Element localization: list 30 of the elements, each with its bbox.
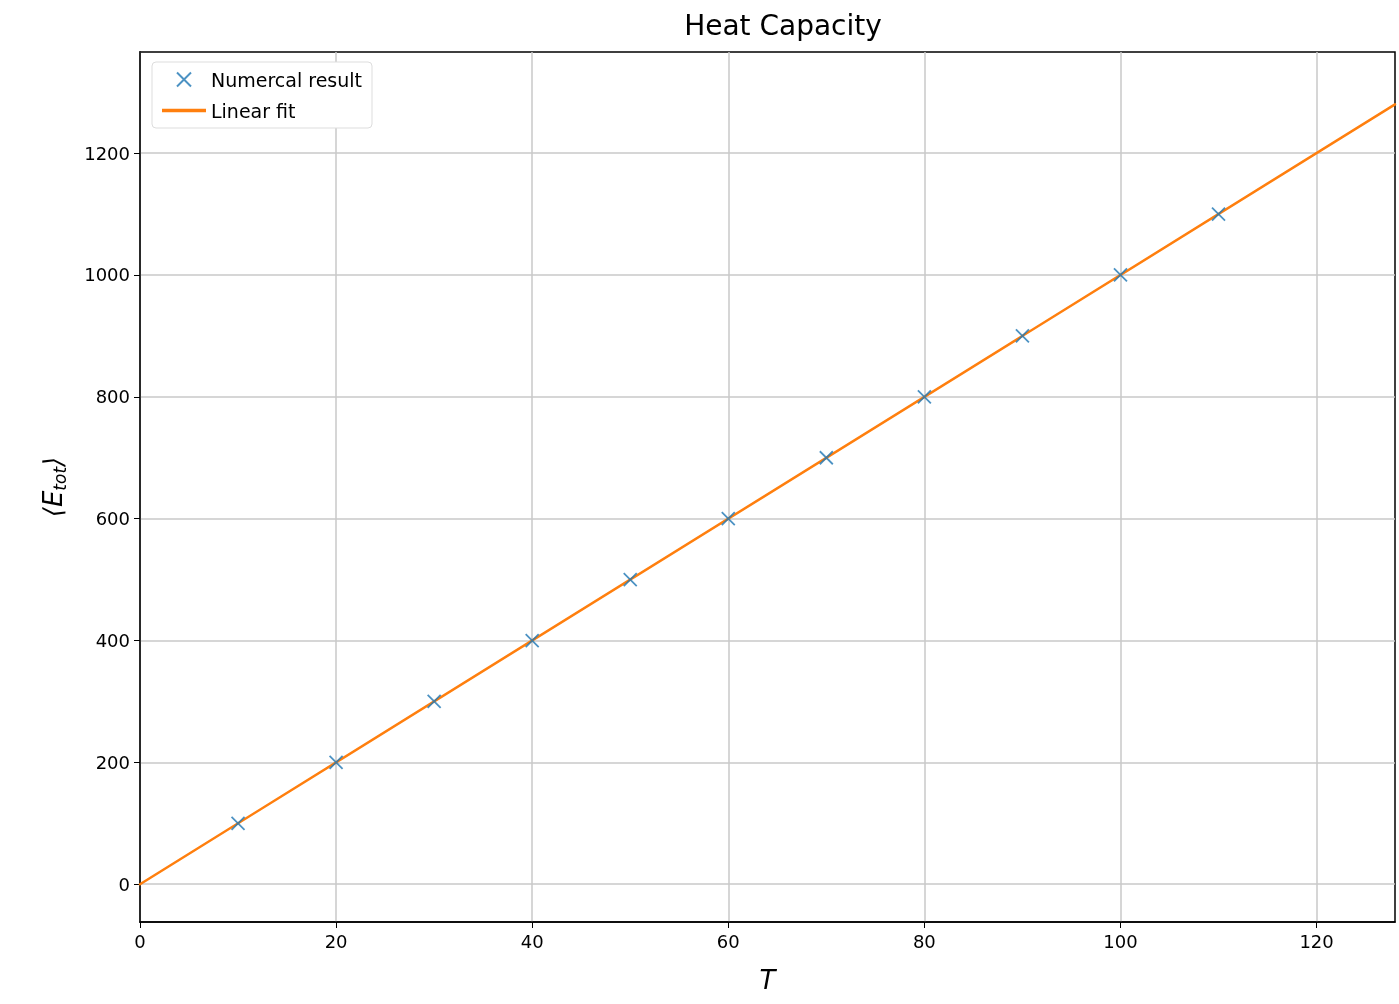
point bbox=[818, 450, 834, 466]
y-tick-label: 0 bbox=[118, 873, 130, 895]
y-tick-label: 1200 bbox=[84, 142, 130, 164]
point bbox=[230, 815, 246, 831]
x-tick-label: 60 bbox=[716, 930, 740, 952]
x-tick-label: 40 bbox=[520, 930, 544, 952]
x-axis-title: T bbox=[759, 965, 778, 995]
y-tick-label: 1000 bbox=[84, 264, 130, 286]
point bbox=[426, 694, 442, 709]
x-tick-label: 120 bbox=[1299, 930, 1334, 952]
point bbox=[720, 511, 736, 527]
y-tick-label: 400 bbox=[95, 630, 130, 652]
point bbox=[1211, 206, 1226, 222]
chart-title: Heat Capacity bbox=[684, 8, 882, 42]
y-tick-label: 600 bbox=[95, 508, 130, 530]
point bbox=[916, 389, 932, 405]
point bbox=[1015, 328, 1030, 344]
point bbox=[622, 572, 638, 587]
point bbox=[524, 633, 540, 648]
x-tick-label: 20 bbox=[324, 930, 348, 952]
point bbox=[1113, 267, 1128, 283]
y-axis-title: ⟨Etot⟩ bbox=[37, 456, 70, 518]
y-tick-label: 800 bbox=[95, 386, 130, 408]
x-tick-label: 0 bbox=[134, 930, 146, 952]
legend-label: Linear fit bbox=[211, 99, 296, 122]
point bbox=[328, 754, 344, 770]
x-tick-label: 100 bbox=[1103, 930, 1138, 952]
legend-label: Numercal result bbox=[211, 68, 363, 91]
x-tick-label: 80 bbox=[912, 930, 936, 952]
y-tick-label: 200 bbox=[95, 751, 130, 773]
